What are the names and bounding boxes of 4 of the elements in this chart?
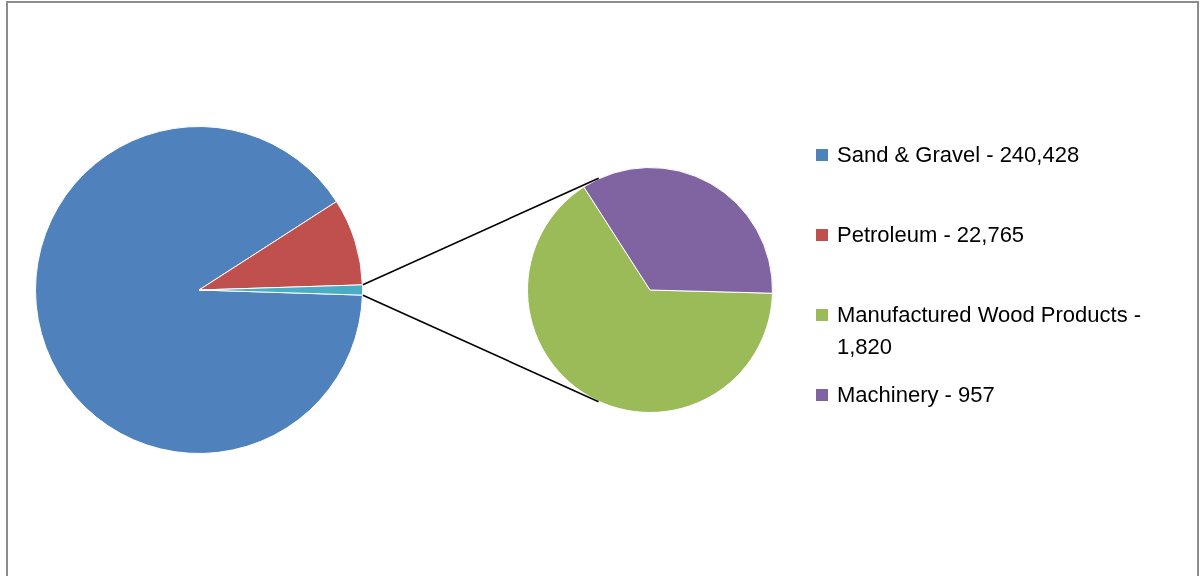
legend-label: Petroleum - 22,765	[837, 221, 1026, 249]
legend-label: Manufactured Wood Products - 1,820	[837, 301, 1143, 361]
legend-label: Sand & Gravel - 240,428	[837, 141, 1081, 169]
legend-label: Machinery - 957	[837, 381, 996, 409]
